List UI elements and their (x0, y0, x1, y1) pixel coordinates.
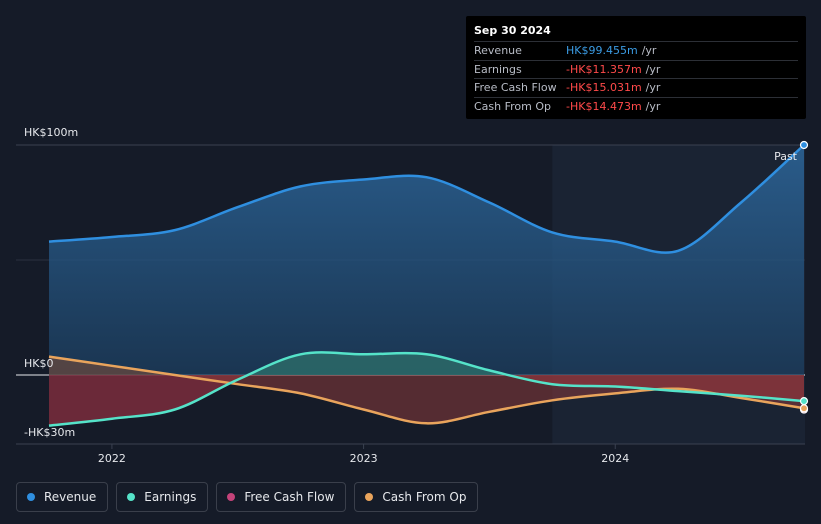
chart-end-markers (799, 140, 809, 414)
legend-dot-icon (127, 493, 136, 501)
cash-from-op-positive-area (49, 356, 804, 375)
y-tick-label: HK$0 (24, 357, 53, 370)
data-tooltip: Sep 30 2024 Revenue HK$99.455m /yr Earni… (466, 16, 806, 119)
legend-label: Cash From Op (382, 490, 467, 504)
revenue-line (48, 144, 805, 254)
cash-from-op-end-marker (799, 404, 809, 413)
tooltip-unit: /yr (645, 62, 661, 76)
tooltip-row-revenue: Revenue HK$99.455m /yr (474, 41, 798, 60)
legend-item-revenue[interactable]: Revenue (16, 482, 109, 512)
legend-label: Revenue (44, 490, 97, 504)
tooltip-unit: /yr (645, 81, 661, 95)
tooltip-value: -HK$14.473m (566, 99, 642, 113)
tooltip-label: Revenue (474, 44, 522, 58)
tooltip-label: Free Cash Flow (474, 81, 557, 95)
legend-item-free-cash-flow[interactable]: Free Cash Flow (216, 482, 347, 512)
x-tick-label: 2023 (350, 452, 378, 465)
y-axis-tick-labels: HK$100m HK$0 -HK$30m (24, 126, 78, 439)
legend-label: Free Cash Flow (244, 490, 335, 504)
earnings-positive-area (49, 352, 804, 375)
legend-item-cash-from-op[interactable]: Cash From Op (354, 482, 479, 512)
tooltip-row-earnings: Earnings -HK$11.357m /yr (474, 59, 798, 79)
tooltip-label: Earnings (474, 62, 522, 76)
revenue-area (49, 145, 804, 375)
x-axis-tick-labels: 2022 2023 2024 (98, 444, 629, 465)
tooltip-date: Sep 30 2024 (474, 24, 551, 37)
legend-dot-icon (27, 493, 35, 501)
tooltip-unit: /yr (641, 44, 657, 58)
chart-series-lines (48, 144, 805, 427)
past-label: Past (774, 150, 798, 163)
revenue-end-marker (799, 140, 809, 150)
y-tick-label: -HK$30m (24, 426, 75, 439)
tooltip-label: Cash From Op (474, 99, 552, 113)
legend-dot-icon (227, 493, 236, 501)
tooltip-row-free-cash-flow: Free Cash Flow -HK$15.031m /yr (474, 78, 798, 97)
tooltip-row-cash-from-op: Cash From Op -HK$14.473m /yr (474, 96, 798, 116)
tooltip-value: HK$99.455m (566, 44, 638, 58)
earnings-line (48, 351, 805, 427)
x-tick-label: 2024 (601, 452, 629, 465)
tooltip-unit: /yr (645, 99, 661, 113)
chart-legend: Revenue Earnings Free Cash Flow Cash Fro… (16, 482, 479, 512)
earnings-end-marker (799, 397, 809, 406)
x-tick-label: 2022 (98, 452, 126, 465)
cash-from-op-line (48, 355, 805, 425)
y-tick-label: HK$100m (24, 126, 78, 139)
legend-label: Earnings (144, 490, 197, 504)
tooltip-value: -HK$11.357m (566, 62, 642, 76)
legend-dot-icon (365, 493, 374, 501)
legend-item-earnings[interactable]: Earnings (116, 482, 209, 512)
tooltip-value: -HK$15.031m (566, 81, 642, 95)
